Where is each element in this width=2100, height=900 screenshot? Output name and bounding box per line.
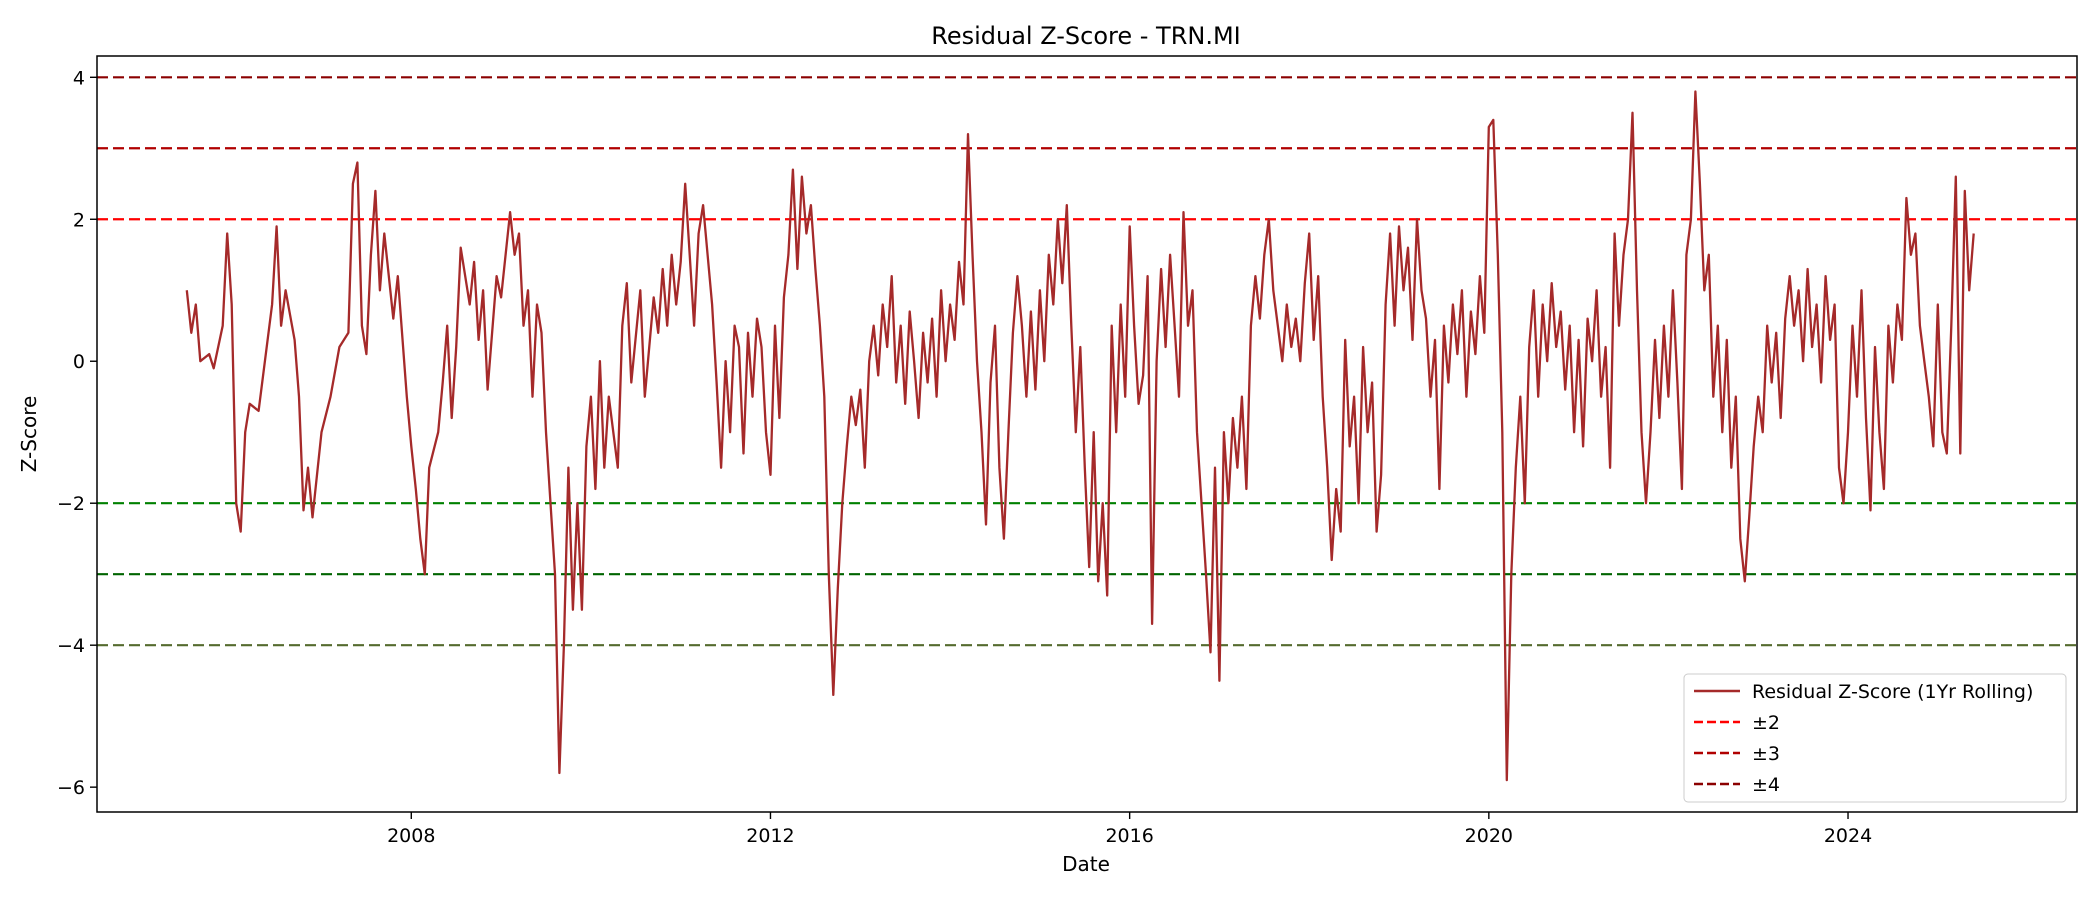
x-axis: 2008 2012 2016 2020 2024: [387, 812, 1872, 847]
series-line-0: [185, 90, 1975, 782]
y-tick-label-1: 2: [73, 209, 85, 231]
x-tick-label-0: 2008: [387, 825, 435, 847]
legend-label-0: Residual Z-Score (1Yr Rolling): [1752, 681, 2033, 703]
x-tick-label-2: 2016: [1105, 825, 1153, 847]
y-axis: 4 2 0 −2 −4 −6: [57, 67, 97, 799]
series-layer: [185, 90, 1975, 782]
legend-label-1: ±2: [1752, 712, 1780, 734]
y-tick-label-2: 0: [73, 351, 85, 373]
chart-title: Residual Z-Score - TRN.MI: [931, 22, 1241, 50]
y-tick-label-5: −6: [57, 777, 85, 799]
x-axis-label: Date: [1062, 852, 1110, 876]
y-tick-label-0: 4: [73, 67, 85, 89]
x-tick-label-1: 2012: [746, 825, 794, 847]
legend-entries: Residual Z-Score (1Yr Rolling) ±2 ±3 ±4: [1694, 681, 2033, 796]
legend-box: [1683, 673, 2067, 803]
y-tick-label-3: −2: [57, 493, 85, 515]
y-tick-label-4: −4: [57, 635, 85, 657]
legend-label-2: ±3: [1752, 743, 1780, 765]
legend-label-3: ±4: [1752, 774, 1780, 796]
x-tick-label-4: 2024: [1824, 825, 1872, 847]
legend: Residual Z-Score (1Yr Rolling) ±2 ±3 ±4: [1683, 673, 2067, 803]
y-axis-label: Z-Score: [17, 396, 41, 473]
x-tick-label-3: 2020: [1465, 825, 1513, 847]
plot-area-frame: [96, 55, 2078, 813]
